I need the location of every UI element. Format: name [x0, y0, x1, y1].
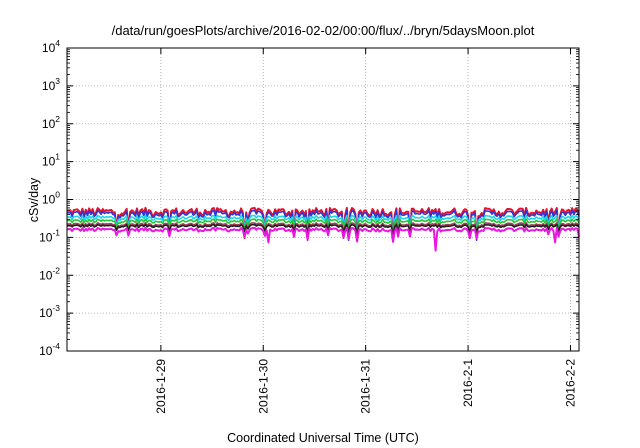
y-tick-base: 10: [42, 79, 56, 93]
y-tick-base: 10: [39, 230, 53, 244]
y-tick-exponent: 0: [55, 190, 60, 200]
series-line-6: [66, 223, 580, 236]
y-tick-label: 10-2: [39, 265, 60, 282]
y-tick-label: 10-4: [39, 341, 60, 358]
y-tick-base: 10: [42, 155, 56, 169]
y-tick-exponent: 1: [55, 152, 60, 162]
y-tick-label: 102: [42, 114, 60, 131]
series-layer: [66, 206, 580, 252]
y-tick-exponent: -1: [52, 227, 60, 237]
series-line-3: [66, 214, 580, 239]
y-tick-label: 100: [42, 190, 60, 207]
chart-title: /data/run/goesPlots/archive/2016-02-02/0…: [112, 23, 535, 38]
y-tick-exponent: 3: [55, 76, 60, 86]
x-axis-label: Coordinated Universal Time (UTC): [227, 431, 419, 445]
x-axis-ticks: 2016-1-29 2016-1-30 2016-1-31 2016-2-1 2016-…: [154, 48, 577, 414]
y-tick-label: 10-3: [39, 303, 60, 320]
series-line-5: [66, 222, 580, 236]
x-tick-label: 2016-1-29: [154, 359, 168, 414]
y-tick-label: 104: [42, 38, 60, 55]
y-tick-base: 10: [42, 117, 56, 131]
y-tick-label: 10-1: [39, 227, 60, 244]
x-tick-label: 2016-2-2: [563, 359, 577, 407]
y-tick-exponent: -2: [52, 265, 60, 275]
y-tick-label: 101: [42, 152, 60, 169]
y-tick-base: 10: [39, 306, 53, 320]
y-tick-base: 10: [42, 41, 56, 55]
y-tick-base: 10: [39, 344, 53, 358]
y-tick-base: 10: [42, 193, 56, 207]
y-tick-base: 10: [39, 268, 53, 282]
y-tick-exponent: 4: [55, 38, 60, 48]
y-axis-label: cSv/day: [27, 177, 41, 222]
series-line-7: [66, 226, 580, 252]
x-tick-label: 2016-1-31: [359, 359, 373, 414]
grid-lines: [67, 48, 579, 351]
y-tick-exponent: -4: [52, 341, 60, 351]
series-line-1: [66, 206, 580, 239]
x-tick-label: 2016-1-30: [256, 359, 270, 414]
y-tick-exponent: -3: [52, 303, 60, 313]
y-tick-label: 103: [42, 76, 60, 93]
series-line-2: [66, 209, 580, 241]
x-tick-label: 2016-2-1: [461, 359, 475, 407]
y-tick-exponent: 2: [55, 114, 60, 124]
series-line-4: [66, 218, 580, 237]
